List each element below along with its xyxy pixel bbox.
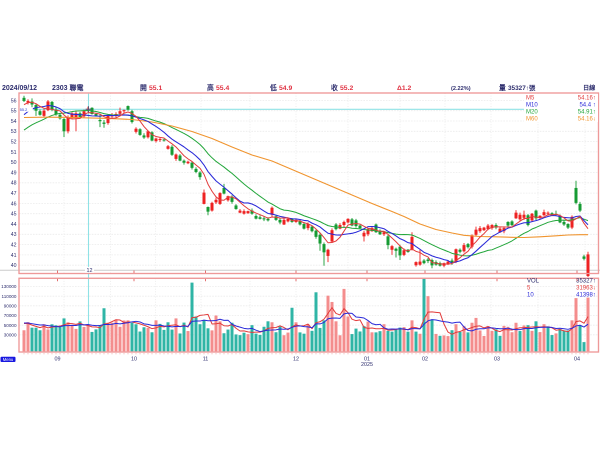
svg-text:M60: M60 [526,116,538,122]
svg-text:53: 53 [11,129,17,135]
svg-text:35327↑張: 35327↑張 [508,83,536,92]
svg-text:55: 55 [11,109,17,115]
svg-text:5: 5 [527,286,531,292]
svg-text:Menu: Menu [3,357,14,362]
svg-text:55.4: 55.4 [216,85,229,92]
svg-text:45: 45 [11,212,17,218]
svg-text:2025: 2025 [361,362,373,368]
svg-text:開: 開 [140,83,147,92]
svg-text:44: 44 [11,222,17,228]
svg-text:04: 04 [574,357,580,363]
svg-text:54.16↓: 54.16↓ [578,116,596,122]
svg-text:48: 48 [11,181,17,187]
svg-text:M10: M10 [526,102,538,108]
svg-text:30000: 30000 [4,333,17,338]
svg-text:2024/09/12: 2024/09/12 [2,85,37,92]
svg-text:50: 50 [11,160,17,166]
svg-text:低: 低 [269,83,277,92]
svg-text:12: 12 [293,357,299,363]
svg-text:55.1: 55.1 [149,85,162,92]
svg-text:M20: M20 [526,109,538,115]
svg-text:日線: 日線 [583,84,596,92]
svg-text:54.4 ↑: 54.4 ↑ [579,102,595,108]
svg-text:52: 52 [11,140,17,146]
svg-text:(2.22%): (2.22%) [451,86,471,92]
svg-text:55.2: 55.2 [340,85,353,92]
svg-text:47: 47 [11,191,17,197]
svg-text:10: 10 [131,357,137,363]
svg-text:VOL: VOL [527,279,540,285]
svg-text:51: 51 [11,150,17,156]
svg-text:09: 09 [55,357,61,363]
svg-text:2303 聯電: 2303 聯電 [52,83,84,92]
svg-text:41398↑: 41398↑ [576,292,596,298]
svg-text:02: 02 [422,357,428,363]
svg-text:35327↑: 35327↑ [576,279,596,285]
svg-text:70000: 70000 [4,313,17,318]
svg-text:130000: 130000 [1,284,17,289]
svg-text:12: 12 [87,268,93,274]
svg-text:01: 01 [364,357,370,363]
svg-text:M5: M5 [526,95,535,101]
svg-text:31963↓: 31963↓ [576,286,596,292]
svg-text:55.2: 55.2 [20,108,27,112]
svg-text:40: 40 [11,263,17,269]
svg-text:54.16↑: 54.16↑ [578,95,596,101]
svg-text:50000: 50000 [4,323,17,328]
svg-text:量: 量 [499,83,506,92]
svg-text:54.9: 54.9 [279,85,292,92]
svg-text:56: 56 [11,98,17,104]
svg-text:42: 42 [11,243,17,249]
svg-text:110000: 110000 [2,294,17,299]
svg-text:41: 41 [11,253,17,259]
svg-text:54: 54 [11,119,17,125]
svg-text:高: 高 [207,83,214,92]
svg-text:收: 收 [331,83,338,92]
svg-text:90000: 90000 [4,304,17,309]
svg-text:54.91↑: 54.91↑ [578,109,596,115]
svg-text:11: 11 [203,357,209,363]
svg-text:Δ1.2: Δ1.2 [397,85,412,92]
svg-text:10: 10 [527,292,534,298]
svg-text:43: 43 [11,232,17,238]
svg-text:49: 49 [11,170,17,176]
svg-text:46: 46 [11,201,17,207]
svg-text:03: 03 [494,357,500,363]
